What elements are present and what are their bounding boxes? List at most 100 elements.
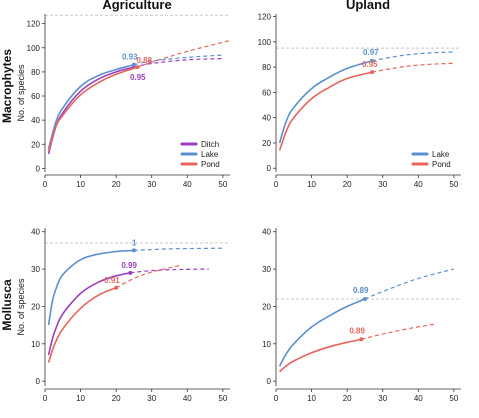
- interpolated-curve-lake: [47, 63, 135, 150]
- observed-point-lake: [131, 62, 136, 67]
- y-tick-label: 0: [36, 164, 41, 173]
- interpolated-curve-pond: [47, 66, 138, 152]
- coverage-label-lake: 0.97: [363, 48, 379, 57]
- observed-point-pond: [135, 65, 140, 70]
- legend-label-pond: Pond: [201, 160, 220, 169]
- coverage-label-lake: 0.93: [122, 53, 138, 62]
- x-tick-label: 0: [43, 394, 48, 403]
- y-tick-label: 40: [262, 228, 271, 237]
- panel-macrophytes-agriculture: 0 20 40 60 80 100 120 0 10 20 30 40 50 No. of species…: [16, 14, 231, 189]
- y-tick-label: 40: [31, 228, 40, 237]
- x-tick-label: 50: [218, 180, 227, 189]
- x-tick-label: 10: [307, 180, 316, 189]
- y-tick-label: 20: [262, 139, 271, 148]
- y-tick-label: 100: [258, 38, 272, 47]
- y-axis-label: No. of species: [16, 64, 26, 122]
- x-tick-label: 50: [218, 394, 227, 403]
- observed-point-pond: [114, 285, 119, 290]
- series-pond: 0.95: [278, 60, 454, 151]
- x-tick-label: 20: [112, 180, 121, 189]
- y-tick-label: 60: [262, 88, 271, 97]
- x-tick-label: 20: [112, 394, 121, 403]
- y-tick-label: 40: [31, 116, 40, 125]
- coverage-label-pond: 0.95: [362, 60, 378, 69]
- x-tick-label: 30: [147, 180, 156, 189]
- extrapolated-curve-ditch: [130, 268, 209, 274]
- x-tick-label: 50: [449, 180, 458, 189]
- y-tick-label: 10: [31, 340, 40, 349]
- y-tick-label: 20: [262, 302, 271, 311]
- interpolated-curve-pond: [279, 338, 362, 373]
- series-lake: 1: [47, 238, 223, 326]
- panel-macrophytes-upland: 0 20 40 60 80 100 120 0 10 20 30 40 50 0.97 0.95 LakePo…: [258, 13, 461, 189]
- row-title-mollusca: Mollusca: [0, 279, 14, 331]
- x-tick-label: 40: [414, 180, 423, 189]
- legend-label-pond: Pond: [432, 160, 451, 169]
- y-tick-label: 20: [31, 140, 40, 149]
- x-tick-label: 30: [147, 394, 156, 403]
- interpolated-curve-lake: [47, 249, 134, 326]
- y-tick-label: 60: [31, 92, 40, 101]
- coverage-label-ditch: 0.99: [121, 261, 137, 270]
- x-tick-label: 0: [43, 180, 48, 189]
- coverage-label-pond: 0.89: [349, 326, 365, 335]
- series-lake: 0.93: [47, 53, 223, 150]
- y-tick-label: 10: [262, 340, 271, 349]
- y-tick-label: 30: [262, 265, 271, 274]
- x-tick-label: 50: [449, 394, 458, 403]
- interpolated-curve-lake: [278, 60, 373, 144]
- interpolated-curve-pond: [47, 287, 117, 363]
- extrapolated-curve-pond: [361, 323, 437, 340]
- x-tick-label: 40: [414, 394, 423, 403]
- y-axis-label: No. of species: [16, 278, 26, 336]
- extrapolated-curve-pond: [371, 62, 454, 73]
- x-tick-label: 30: [378, 394, 387, 403]
- observed-point-lake: [362, 296, 367, 301]
- y-tick-label: 0: [267, 377, 272, 386]
- x-tick-label: 30: [378, 180, 387, 189]
- legend-label-ditch: Ditch: [201, 140, 219, 149]
- y-tick-label: 120: [258, 13, 272, 22]
- legend-label-lake: Lake: [432, 150, 450, 159]
- extrapolated-curve-lake: [364, 268, 455, 300]
- coverage-label-lake: 0.89: [353, 286, 369, 295]
- y-tick-label: 120: [27, 20, 41, 29]
- series-lake: 0.89: [278, 268, 455, 367]
- observed-point-pond: [370, 70, 375, 75]
- row-title-macrophytes: Macrophytes: [0, 49, 14, 123]
- x-tick-label: 20: [343, 180, 352, 189]
- extrapolated-curve-lake: [133, 247, 223, 251]
- panel-mollusca-agriculture: 0 10 20 30 40 0 10 20 30 40 50 No. of species 1 0.990…: [16, 228, 230, 403]
- y-tick-label: 100: [27, 44, 41, 53]
- extrapolated-curve-lake: [371, 51, 454, 62]
- legend-label-lake: Lake: [201, 150, 219, 159]
- observed-point-pond: [359, 337, 364, 342]
- x-tick-label: 10: [307, 394, 316, 403]
- y-tick-label: 0: [36, 377, 41, 386]
- x-tick-label: 0: [274, 180, 279, 189]
- y-tick-label: 30: [31, 265, 40, 274]
- x-tick-label: 10: [76, 394, 85, 403]
- series-pond: 0.89: [279, 323, 437, 373]
- x-tick-label: 40: [183, 394, 192, 403]
- x-tick-label: 0: [274, 394, 279, 403]
- extrapolated-curve-pond: [115, 264, 181, 289]
- x-tick-label: 20: [343, 394, 352, 403]
- observed-point-lake: [131, 248, 136, 253]
- coverage-label-pond: 0.88: [137, 56, 153, 65]
- series-ditch: 0.95: [47, 58, 223, 155]
- y-tick-label: 40: [262, 114, 271, 123]
- observed-point-lake: [370, 58, 375, 63]
- observed-point-ditch: [128, 270, 133, 275]
- x-tick-label: 40: [183, 180, 192, 189]
- y-tick-label: 80: [262, 63, 271, 72]
- coverage-label-ditch: 0.95: [130, 73, 146, 82]
- interpolated-curve-ditch: [47, 272, 131, 356]
- y-tick-label: 0: [267, 164, 272, 173]
- interpolated-curve-pond: [278, 71, 373, 151]
- series-pond: 0.88: [47, 39, 231, 152]
- y-tick-label: 20: [31, 302, 40, 311]
